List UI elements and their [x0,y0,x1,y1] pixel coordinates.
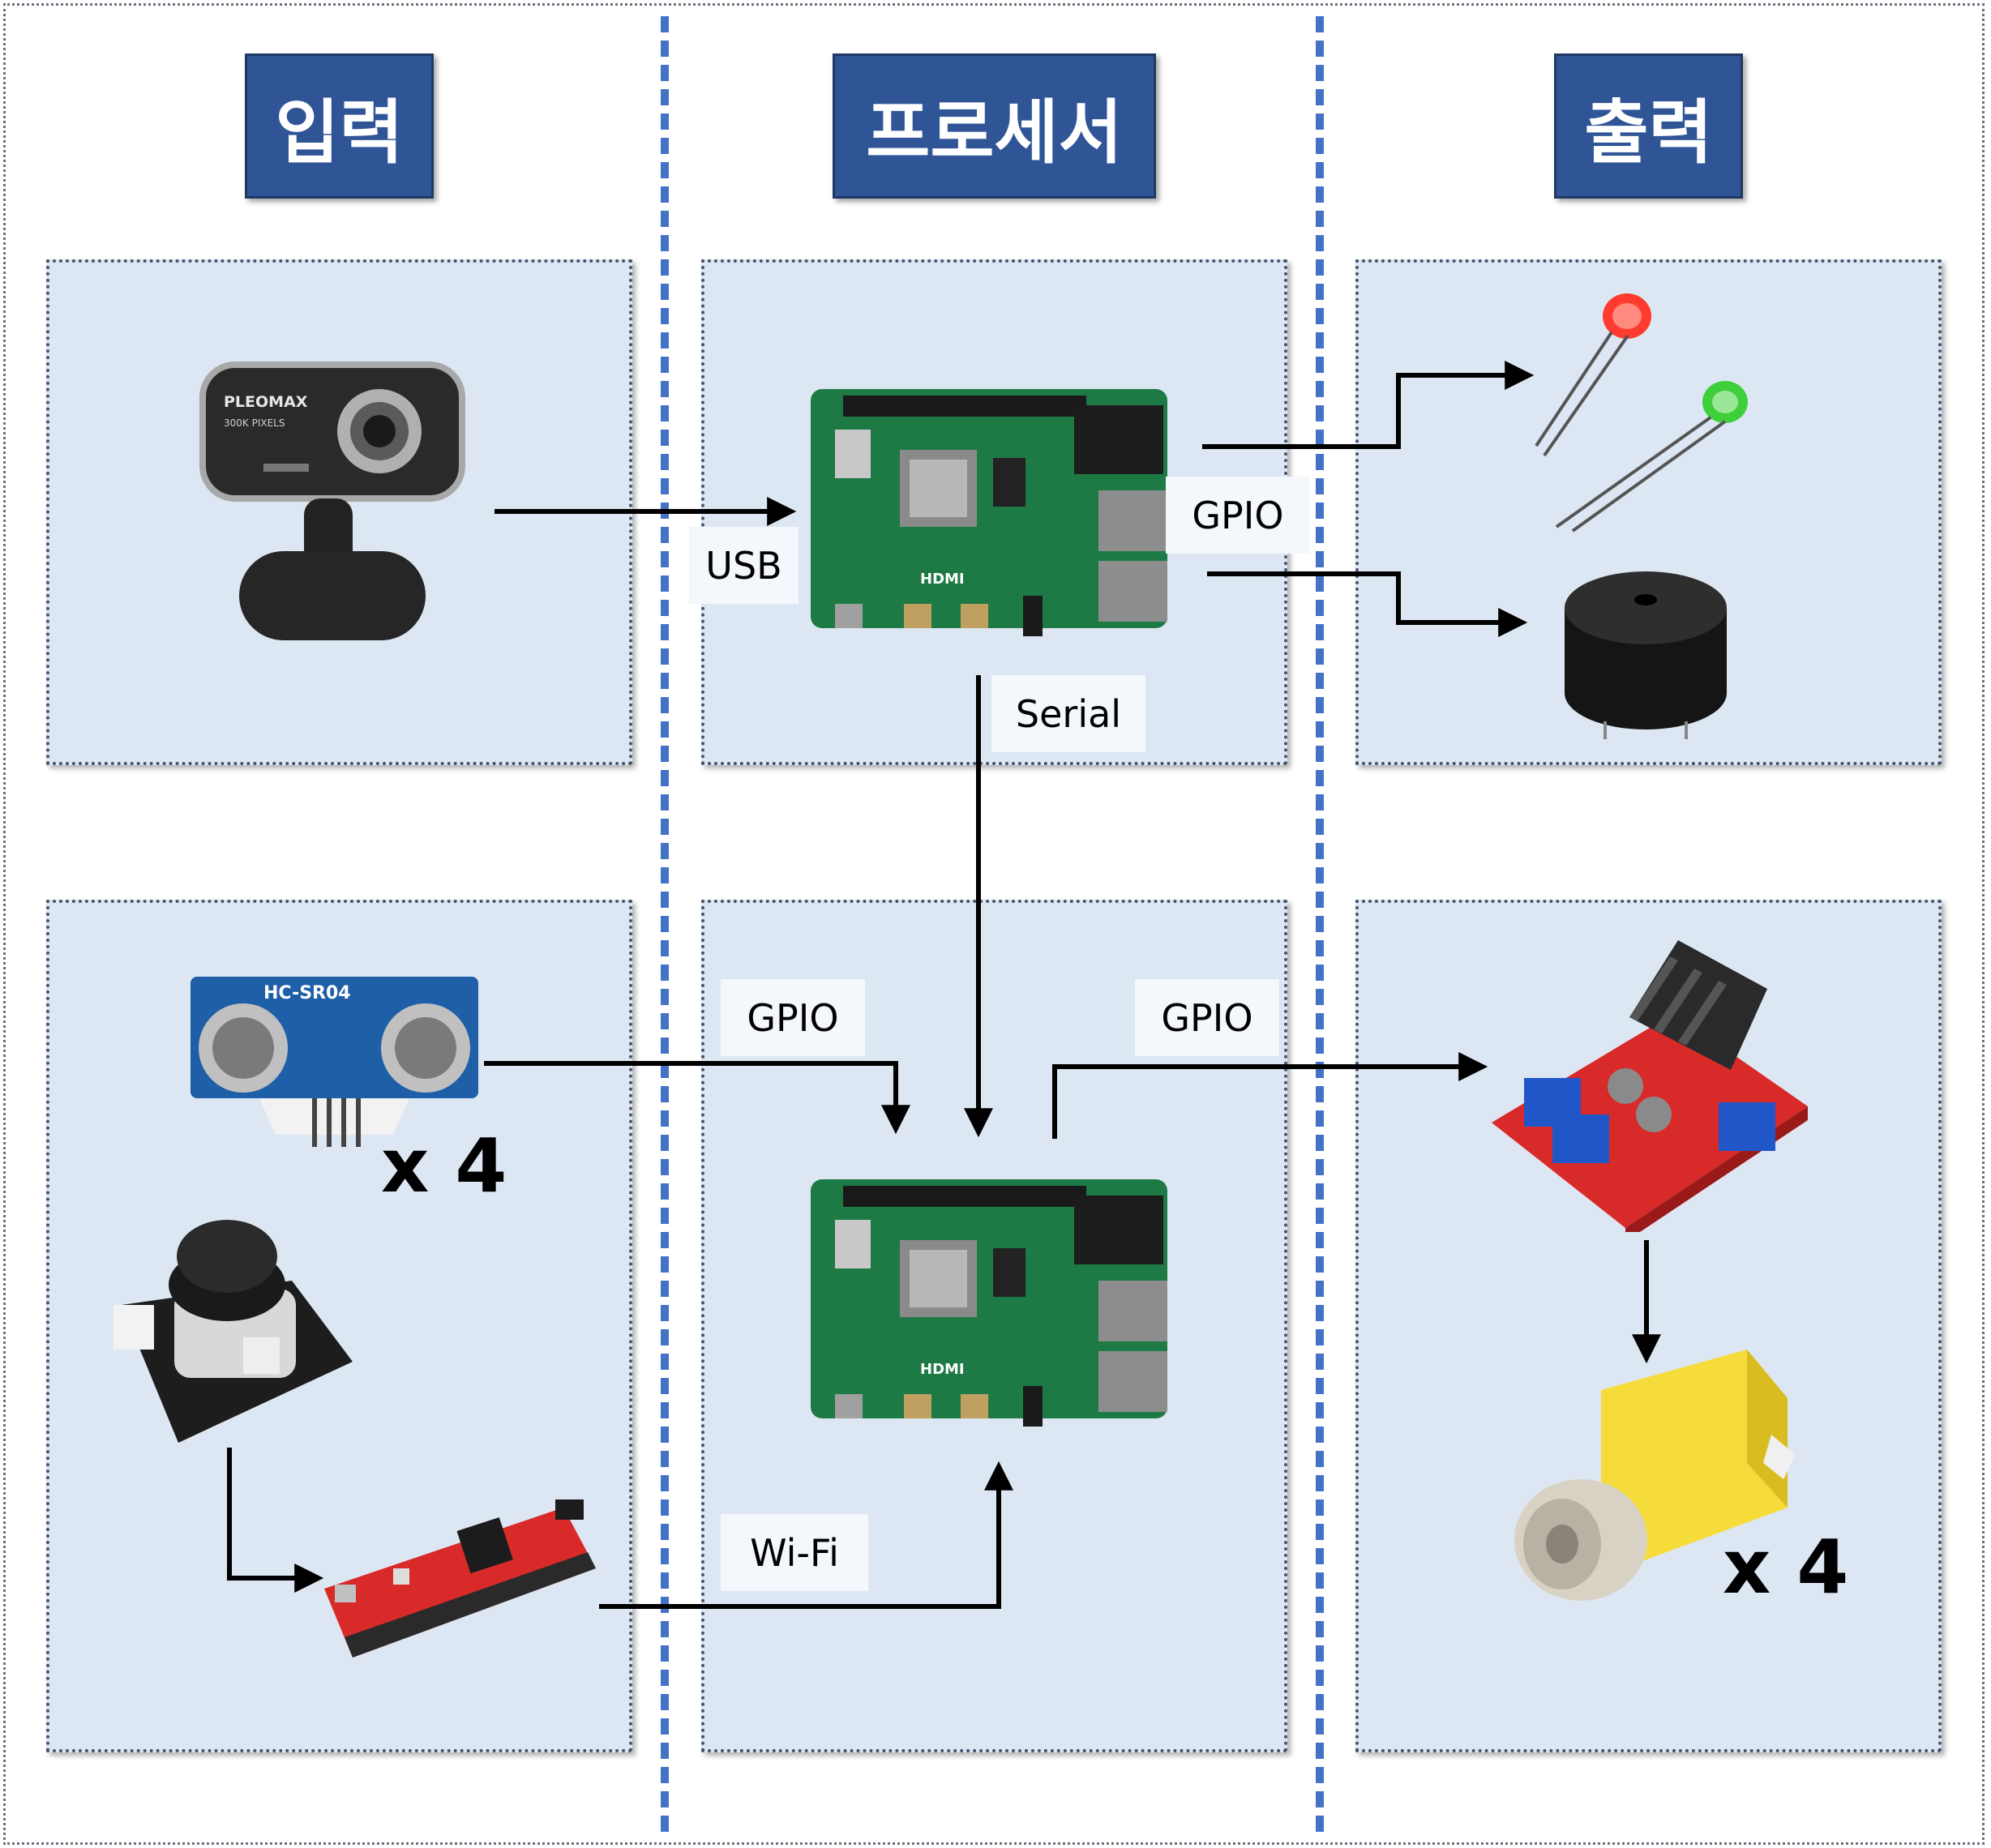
wire-rpi-to-red-led [1202,361,1535,449]
dc-motor-icon [1514,1350,1796,1601]
webcam-brand-text: PLEOMAX [224,393,308,411]
diagram-frame [3,3,1985,1845]
wire-rpi-to-buzzer [1207,571,1528,637]
red-led-icon [1535,293,1651,457]
header-input: 입력 [245,53,434,199]
wire-ultrasonic-to-rpi [484,1061,910,1135]
buzzer-icon [1565,571,1727,739]
ultrasonic-sensor-icon: HC-SR04 [191,977,478,1147]
label-usb: USB [689,527,799,604]
label-wifi: Wi-Fi [721,1514,868,1591]
label-serial: Serial [991,675,1145,752]
label-gpio-outputs: GPIO [1166,477,1310,554]
wire-joystick-to-board [227,1448,324,1593]
rpi-top-hdmi-text: HDMI [920,571,965,588]
divider-processor-output [1316,16,1324,1832]
joystick-icon [113,1220,353,1443]
label-gpio-motor-driver: GPIO [1135,979,1279,1056]
raspberry-pi-top-icon: HDMI [811,389,1167,636]
webcam-sub-text: 300K PIXELS [224,417,285,429]
raspberry-pi-bottom-icon: HDMI [811,1179,1167,1427]
wire-board-to-rpi-wifi [599,1461,1013,1609]
rpi-bottom-hdmi-text: HDMI [920,1361,965,1378]
ultrasonic-count-label: x 4 [381,1123,507,1209]
label-gpio-sensor: GPIO [721,979,865,1056]
ultrasonic-model-text: HC-SR04 [263,983,351,1003]
motor-driver-icon [1492,940,1808,1232]
motor-count-label: x 4 [1723,1524,1849,1611]
divider-input-processor [661,16,669,1832]
header-output: 출력 [1554,53,1743,199]
wire-rpi-to-motor-driver [1052,1052,1488,1139]
webcam-icon: PLEOMAX 300K PIXELS [199,361,465,640]
green-led-icon [1555,381,1748,533]
header-processor: 프로세서 [833,53,1156,199]
microcontroller-board-icon [324,1499,596,1658]
